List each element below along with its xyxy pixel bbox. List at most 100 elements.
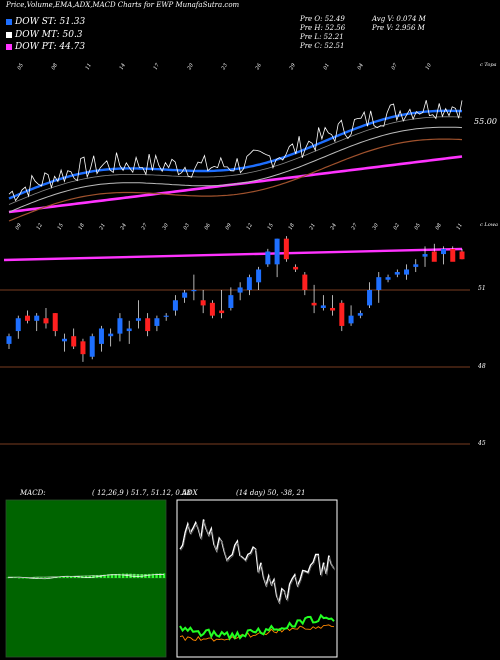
ema-date-label: 23	[220, 62, 229, 71]
macd-histogram-bar	[133, 573, 136, 578]
macd-histogram-bar	[17, 578, 21, 579]
candle-body	[52, 313, 58, 332]
candle-date-label: 18	[78, 222, 86, 231]
candle-date-label: 18	[288, 222, 296, 231]
ema-top-label: c Topa	[480, 62, 497, 68]
minus-di-line	[179, 613, 335, 641]
ema-long-line	[8, 138, 463, 222]
legend-label-st: DOW ST: 51.33	[15, 17, 86, 27]
candle-body	[71, 336, 77, 347]
ema-date-label: 14	[119, 62, 127, 71]
macd-histogram-bar	[25, 578, 28, 579]
price-close-line	[8, 100, 463, 202]
macd-histogram-bar	[62, 576, 65, 578]
candle-body	[219, 310, 225, 314]
macd-histogram-bar	[92, 575, 95, 578]
candle-date-label: 02	[393, 222, 401, 231]
macd-histogram-bar	[155, 573, 158, 578]
stat-pre-open: Pre O: 52.49	[300, 15, 345, 23]
legend-dow-mt: DOW MT: 50.3	[6, 30, 83, 40]
ema-date-label: 17	[153, 62, 162, 71]
macd-histogram-bar	[151, 573, 155, 578]
adx-line	[179, 624, 335, 642]
candle-body	[61, 338, 67, 342]
macd-panel-border	[5, 499, 167, 658]
ema-date-label: 04	[357, 62, 365, 71]
macd-histogram-bar	[43, 577, 47, 578]
macd-line	[7, 573, 165, 580]
y-tick-label-48: 48	[478, 363, 486, 370]
candle-body	[209, 302, 215, 316]
candle-body	[376, 277, 382, 290]
candle-date-label: 11	[456, 222, 464, 231]
adx-values: (14 day) 50, -38, 21	[236, 489, 306, 497]
candle-body	[256, 269, 262, 283]
candle-body	[283, 238, 289, 260]
candle-body	[311, 302, 317, 306]
ema-date-label: 29	[288, 62, 297, 72]
candle-date-label: 09	[15, 222, 24, 231]
candle-body	[265, 251, 271, 265]
candle-body	[98, 328, 104, 344]
candle-body	[228, 295, 234, 308]
macd-histogram-bar	[32, 577, 36, 578]
ema-date-label: 07	[391, 62, 400, 71]
candle-body	[450, 248, 456, 262]
candle-body	[163, 315, 169, 317]
macd-histogram-bar	[21, 578, 25, 579]
candle-body	[117, 318, 123, 334]
candle-date-label: 21	[308, 222, 317, 231]
candle-date-label: 30	[162, 222, 171, 231]
candle-date-label: 27	[350, 222, 359, 232]
candle-body	[6, 336, 12, 344]
candle-body	[357, 313, 363, 316]
candle-body	[302, 274, 308, 290]
ema-st-line	[8, 109, 463, 200]
legend-label-mt: DOW MT: 50.3	[15, 30, 83, 40]
macd-histogram-bar	[114, 574, 117, 578]
legend-dow-pt: DOW PT: 44.73	[6, 42, 85, 52]
candle-body	[191, 290, 197, 292]
candle-body	[108, 333, 114, 337]
macd-histogram-bar	[58, 577, 62, 578]
adx-panel-bg	[177, 500, 337, 657]
candle-body	[126, 328, 132, 332]
macd-histogram-bar	[121, 573, 125, 578]
stat-pre-low: Pre L: 52.21	[300, 33, 344, 41]
legend-dow-st: DOW ST: 51.33	[6, 17, 85, 27]
macd-histogram-bar	[147, 573, 151, 578]
candle-body	[182, 292, 188, 298]
macd-histogram-bar	[110, 574, 114, 578]
candle-body	[274, 238, 280, 265]
legend-swatch-pt	[6, 43, 12, 50]
candle-body	[348, 315, 354, 324]
macd-signal-line	[7, 574, 165, 578]
candle-body	[441, 248, 447, 255]
macd-histogram-bar	[84, 575, 88, 578]
candle-body	[43, 318, 49, 324]
macd-histogram-bar	[136, 574, 140, 578]
legend-label-pt: DOW PT: 44.73	[15, 42, 86, 52]
macd-histogram-bar	[162, 573, 166, 578]
y-tick-label-45: 45	[478, 440, 486, 447]
candle-date-label: 24	[329, 222, 338, 231]
chart-title: Price,Volume,EMA,ADX,MACD Charts for EWP…	[6, 1, 240, 9]
dow-pt-trend-line	[3, 247, 463, 262]
ema-date-label: 05	[17, 62, 25, 71]
ema-date-label: 26	[254, 62, 263, 72]
candle-date-label: 08	[435, 222, 443, 231]
candle-date-label: 12	[246, 222, 254, 231]
macd-histogram-bar	[40, 577, 43, 578]
macd-histogram-bar	[36, 577, 39, 578]
plus-di-shadow-line	[180, 520, 336, 605]
ema-date-label: 08	[51, 62, 59, 71]
candle-date-label: 21	[98, 222, 107, 231]
candle-body	[320, 305, 326, 308]
ema-mid-line	[8, 126, 463, 213]
macd-histogram-bar	[73, 576, 77, 578]
macd-histogram-bar	[118, 573, 121, 578]
candle-body	[145, 318, 151, 332]
stat-pre-high: Pre H: 52.56	[300, 24, 346, 32]
candle-date-label: 15	[267, 222, 275, 231]
